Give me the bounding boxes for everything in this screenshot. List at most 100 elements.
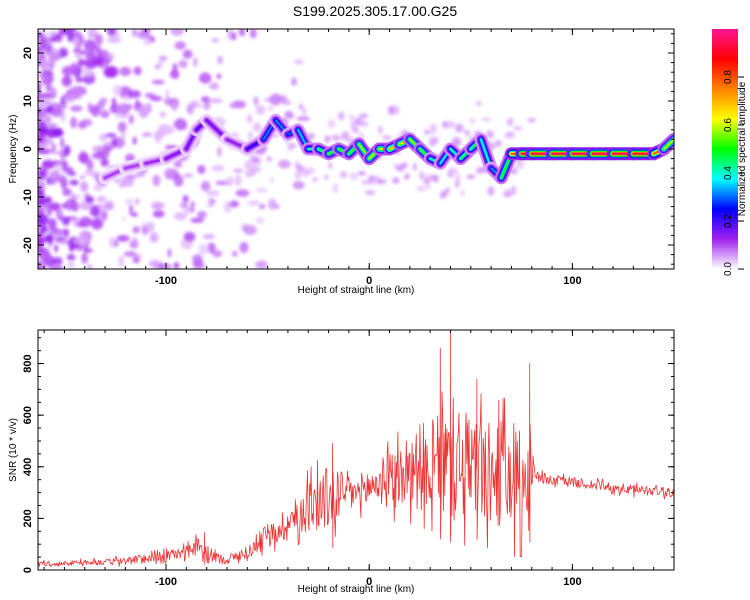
spectrogram-noise-blob <box>255 217 265 224</box>
spectrogram-noise-blob <box>114 113 128 119</box>
snr-y-tick-label: 600 <box>22 406 34 424</box>
spectrogram-noise-blob <box>212 250 223 258</box>
spectrogram-noise-blob <box>151 79 165 85</box>
spectrogram-noise-blob <box>38 199 43 206</box>
spectrogram-noise-blob <box>516 159 525 170</box>
spectrogram-y-ticks: -20 -10 0 10 20 <box>22 33 674 265</box>
spectrogram-noise-blob <box>47 218 57 230</box>
spectrogram-noise-blob <box>209 82 220 90</box>
spectrogram-noise-blob <box>302 107 307 116</box>
spectrogram-noise-blob <box>83 248 94 253</box>
spectrogram-noise-blob <box>103 67 117 78</box>
spectrogram-noise-blob <box>54 164 63 172</box>
spectrogram-noise-blob <box>135 99 140 109</box>
spectrogram-noise-blob <box>173 262 180 269</box>
spectrogram-noise-blob <box>76 66 82 75</box>
spectrogram-noise-blob <box>273 96 281 101</box>
spectrogram-noise-blob <box>40 111 47 118</box>
spectrogram-noise-blob <box>476 167 484 172</box>
spectrogram-noise-blob <box>141 132 152 138</box>
spectrogram-noise-blob <box>84 169 97 176</box>
spectrogram-noise-blob <box>148 259 162 268</box>
spectrogram-y-tick-label: 20 <box>22 47 34 59</box>
spectrogram-noise-blob <box>38 182 46 191</box>
spectrogram-noise-blob <box>41 197 46 206</box>
spectrogram-noise-blob <box>253 96 259 106</box>
spectrogram-noise-blob <box>412 162 418 171</box>
spectrogram-noise-blob <box>238 29 246 37</box>
spectrogram-noise-blob <box>49 265 64 269</box>
spectrogram-y-tick-label: -20 <box>22 237 34 253</box>
snr-y-ticks: 0 200 400 600 800 <box>22 337 674 573</box>
spectrogram-noise-blob <box>427 130 437 135</box>
spectrogram-noise-blob <box>132 254 143 259</box>
spectrogram-noise-blob <box>79 175 85 180</box>
spectrogram-noise-blob <box>39 148 52 155</box>
spectrogram-noise-blob <box>71 62 79 73</box>
spectrogram-noise-blob <box>38 81 41 91</box>
spectrogram-noise-blob <box>38 32 46 38</box>
spectrogram-noise-blob <box>199 72 212 84</box>
spectrogram-noise-blob <box>173 118 187 131</box>
spectrogram-ridge-segment <box>662 138 674 150</box>
spectrogram-noise-blob <box>183 231 196 242</box>
snr-x-axis-label: Height of straight line (km) <box>298 584 415 595</box>
colorbar-label: Normalized spectral amplitude <box>737 81 748 216</box>
spectrogram-noise-blob <box>124 198 134 205</box>
spectrogram-noise-blob <box>144 103 152 114</box>
snr-plot-area <box>38 330 674 570</box>
spectrogram-noise-blob <box>215 180 229 186</box>
spectrogram-noise-blob <box>46 115 51 121</box>
spectrogram-noise-blob <box>197 103 204 109</box>
spectrogram-noise-blob <box>182 49 193 59</box>
spectrogram-noise-blob <box>91 152 100 159</box>
spectrogram-noise-blob <box>77 153 89 163</box>
spectrogram-noise-blob <box>54 32 63 43</box>
spectrogram-x-tick-label: -100 <box>155 275 177 287</box>
spectrogram-x-axis-label: Height of straight line (km) <box>298 285 415 296</box>
spectrogram-noise-blob <box>83 39 96 52</box>
spectrogram-noise-blob <box>152 210 165 218</box>
snr-y-tick-label: 200 <box>22 509 34 527</box>
spectrogram-noise-blob <box>424 173 431 182</box>
spectrogram-noise-blob <box>104 200 114 211</box>
spectrogram-noise-blob <box>183 173 194 178</box>
spectrogram-noise-blob <box>253 167 262 173</box>
spectrogram-noise-blob <box>193 57 198 67</box>
snr-series-line <box>38 330 674 568</box>
spectrogram-noise-blob <box>38 213 50 226</box>
spectrogram-noise-blob <box>445 187 451 194</box>
colorbar-tick-label: 0.2 <box>723 214 734 228</box>
spectrogram-noise-blob <box>469 117 476 124</box>
spectrogram-noise-blob <box>62 187 72 197</box>
spectrogram-noise-blob <box>81 118 93 126</box>
spectrogram-noise-blob <box>312 176 318 183</box>
spectrogram-noise-blob <box>424 129 429 135</box>
spectrogram-noise-blob <box>51 142 56 153</box>
spectrogram-noise-blob <box>429 136 436 147</box>
spectrogram-noise-blob <box>454 123 464 133</box>
spectrogram-noise-blob <box>45 233 54 243</box>
snr-x-tick-label: -100 <box>155 576 177 588</box>
snr-y-tick-label: 400 <box>22 458 34 476</box>
spectrogram-noise-blob <box>425 184 431 190</box>
spectrogram-noise-blob <box>64 74 70 87</box>
spectrogram-noise-blob <box>229 200 240 208</box>
spectrogram-noise-blob <box>307 167 315 175</box>
spectrogram-noise-blob <box>486 130 494 139</box>
spectrogram-noise-blob <box>120 175 129 187</box>
spectrogram-noise-blob <box>93 183 104 192</box>
spectrogram-noise-blob <box>110 138 118 148</box>
spectrogram-noise-blob <box>74 237 88 245</box>
spectrogram-noise-blob <box>255 260 268 269</box>
spectrogram-noise-blob <box>494 139 503 147</box>
spectrogram-noise-blob <box>190 100 199 109</box>
spectrogram-noise-blob <box>279 94 288 103</box>
spectrogram-noise-blob <box>41 159 53 169</box>
spectrogram-noise-blob <box>429 123 438 131</box>
spectrogram-noise-blob <box>339 170 348 179</box>
spectrogram-noise-blob <box>70 30 83 42</box>
spectrogram-noise-blob <box>206 189 220 197</box>
spectrogram-noise-blob <box>128 114 134 125</box>
spectrogram-noise-blob <box>72 219 80 227</box>
